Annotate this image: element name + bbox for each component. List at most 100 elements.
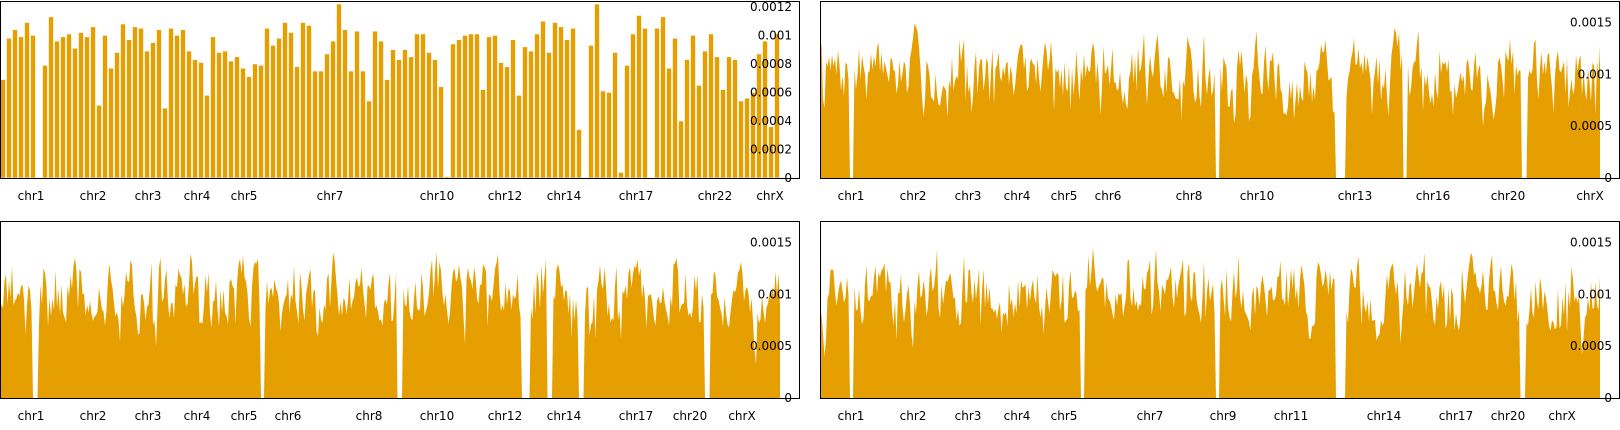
chromosome-label: chr12 xyxy=(488,189,522,203)
bar-44 xyxy=(270,45,276,179)
chromosome-label: chr7 xyxy=(1137,409,1164,423)
bar-25 xyxy=(156,29,162,179)
bar-99 xyxy=(606,92,612,179)
bar-89 xyxy=(540,20,546,179)
bar-37 xyxy=(228,60,234,179)
bar-77 xyxy=(468,33,474,179)
bar-107 xyxy=(660,16,666,179)
bar-105 xyxy=(642,27,648,179)
bar-42 xyxy=(258,65,264,179)
y-tick-label: 0.001 xyxy=(1578,287,1612,301)
chromosome-label: chr20 xyxy=(1491,409,1525,423)
chromosome-label: chr16 xyxy=(1416,189,1450,203)
bar-36 xyxy=(222,50,228,179)
bar-5 xyxy=(30,35,36,179)
chromosome-label: chr1 xyxy=(18,409,45,423)
bar-108 xyxy=(666,67,672,179)
bar-14 xyxy=(90,26,96,179)
y-tick-label: 0.0008 xyxy=(750,57,792,71)
bar-75 xyxy=(456,39,462,179)
bar-31 xyxy=(192,59,198,179)
y-tick-label: 0.0015 xyxy=(750,236,792,250)
bar-121 xyxy=(744,97,750,179)
chromosome-label: chr17 xyxy=(619,409,653,423)
chromosome-label: chr3 xyxy=(955,409,982,423)
bar-21 xyxy=(132,26,138,179)
bar-2 xyxy=(12,29,18,179)
bar-83 xyxy=(504,66,510,179)
bar-82 xyxy=(498,62,504,179)
chromosome-label: chr1 xyxy=(838,189,865,203)
y-tick-label: 0.0012 xyxy=(750,0,792,14)
bar-81 xyxy=(492,35,498,179)
coverage-area xyxy=(820,247,1600,398)
chart-panel-top-left: 0 0.0002 0.0004 0.0006 0.0008 0.001 0.0012 chr1… xyxy=(0,0,800,203)
chromosome-label: chr14 xyxy=(547,189,581,203)
bar-69 xyxy=(420,33,426,179)
y-tick-label: 0 xyxy=(784,171,792,185)
chromosome-label: chr14 xyxy=(547,409,581,423)
bar-27 xyxy=(168,27,174,179)
bar-68 xyxy=(414,33,420,179)
bar-30 xyxy=(186,50,192,179)
bar-93 xyxy=(564,39,570,179)
bar-0 xyxy=(0,79,6,179)
chromosome-label: chrX xyxy=(728,409,755,423)
bar-23 xyxy=(144,50,150,179)
y-axis-ticks: 0 0.0005 0.001 0.0015 xyxy=(1570,236,1612,405)
bar-59 xyxy=(360,70,366,179)
series-marks xyxy=(820,247,1600,398)
y-tick-label: 0 xyxy=(784,391,792,405)
series-marks xyxy=(820,23,1600,178)
chromosome-label: chr10 xyxy=(1240,189,1274,203)
chromosome-label: chr1 xyxy=(18,189,45,203)
chromosome-label: chr6 xyxy=(1095,189,1122,203)
y-tick-label: 0.0015 xyxy=(1570,236,1612,250)
bar-63 xyxy=(384,79,390,179)
bar-86 xyxy=(522,46,528,179)
bar-50 xyxy=(306,25,312,179)
chromosome-label: chr10 xyxy=(420,189,454,203)
chromosome-label: chr13 xyxy=(1338,189,1372,203)
chromosome-label: chr10 xyxy=(420,409,454,423)
bar-65 xyxy=(396,59,402,179)
bar-112 xyxy=(690,35,696,179)
bar-6 xyxy=(42,65,48,179)
chromosome-label: chrX xyxy=(756,189,783,203)
chromosome-label: chr4 xyxy=(1004,189,1031,203)
y-tick-label: 0.001 xyxy=(758,28,792,42)
bar-94 xyxy=(570,27,576,179)
chromosome-label: chr4 xyxy=(1004,409,1031,423)
bar-18 xyxy=(114,52,120,179)
bar-55 xyxy=(336,3,342,179)
chromosome-label: chr2 xyxy=(80,189,107,203)
series-marks xyxy=(0,251,780,398)
bar-117 xyxy=(720,89,726,179)
chromosome-label: chr5 xyxy=(1051,409,1078,423)
bar-100 xyxy=(612,52,618,179)
bar-106 xyxy=(654,27,660,179)
chromosome-label: chr8 xyxy=(356,409,383,423)
coverage-area xyxy=(820,23,1600,178)
bar-13 xyxy=(84,36,90,179)
bar-113 xyxy=(696,85,702,179)
y-tick-label: 0.0005 xyxy=(1570,339,1612,353)
series-marks xyxy=(0,3,780,179)
bar-92 xyxy=(558,26,564,179)
bar-35 xyxy=(216,52,222,179)
bar-78 xyxy=(474,33,480,179)
y-tick-label: 0.001 xyxy=(758,287,792,301)
bar-96 xyxy=(588,45,594,179)
chromosome-label: chr5 xyxy=(231,409,258,423)
y-tick-label: 0.0002 xyxy=(750,143,792,157)
y-axis-ticks: 0 0.0005 0.001 0.0015 xyxy=(1570,16,1612,185)
bar-70 xyxy=(426,52,432,179)
bar-119 xyxy=(732,59,738,179)
bar-48 xyxy=(294,66,300,179)
bar-8 xyxy=(54,40,60,179)
bar-3 xyxy=(18,36,24,179)
chromosome-label: chrX xyxy=(1576,189,1603,203)
bar-103 xyxy=(630,33,636,179)
bar-46 xyxy=(282,22,288,179)
